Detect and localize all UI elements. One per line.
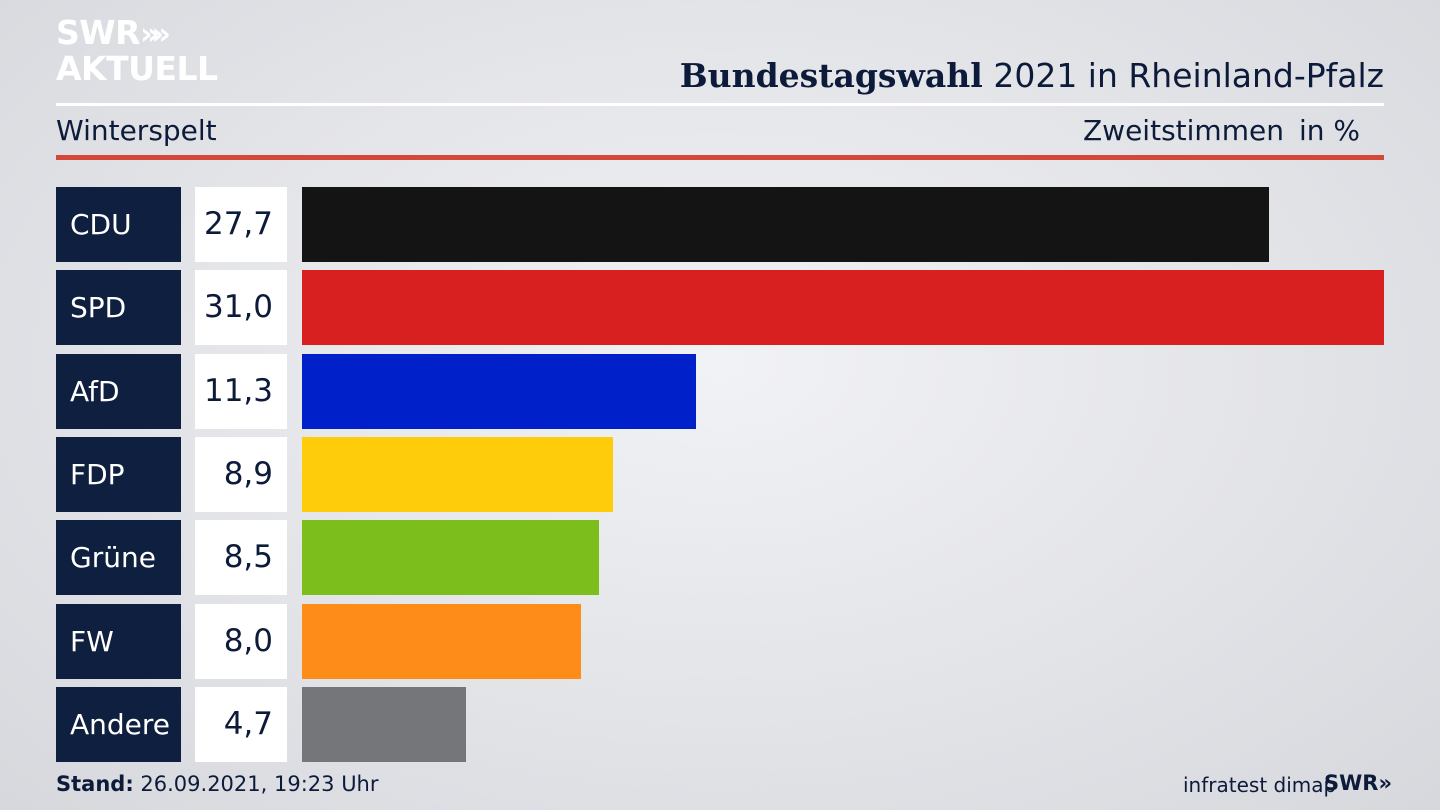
bar-row: SPD 31,0 [0,270,1440,346]
bar-row: FW 8,0 [0,603,1440,679]
party-label: AfD [56,353,181,429]
title-bold: Bundestagswahl [679,56,983,95]
bar [302,686,466,762]
value-label: 8,0 [195,603,287,679]
value-label: 8,9 [195,436,287,512]
bar [302,436,613,512]
stand-value: 26.09.2021, 19:23 Uhr [140,772,379,796]
value-label: 4,7 [195,686,287,762]
party-label: FW [56,603,181,679]
bar [302,270,1384,346]
bar [302,520,599,596]
bar-row: FDP 8,9 [0,436,1440,512]
logo-swr-text: SWR [56,13,141,52]
unit-label: in % [1299,114,1361,147]
party-label: Grüne [56,520,181,596]
party-label: SPD [56,270,181,346]
bar [302,603,581,679]
logo-arrows-icon-2: » [151,17,171,52]
title-rest: 2021 in Rheinland-Pfalz [993,56,1384,95]
party-label: Andere [56,686,181,762]
bar-row: Andere 4,7 [0,686,1440,762]
bar-row: Grüne 8,5 [0,520,1440,596]
source-label: infratest dimap [1183,773,1337,797]
swr-aktuell-logo: SWR»» AKTUELL [56,16,218,86]
value-label: 8,5 [195,520,287,596]
logo-arrows-icon: » [140,17,160,52]
swr-small-logo: SWR» [1324,771,1393,795]
party-label: CDU [56,187,181,262]
bar-row: CDU 27,7 [0,187,1440,262]
value-label: 31,0 [195,270,287,346]
timestamp: Stand: 26.09.2021, 19:23 Uhr [56,772,379,796]
bar [302,187,1269,262]
stand-label: Stand: [56,772,134,796]
bar-row: AfD 11,3 [0,353,1440,429]
value-label: 27,7 [195,187,287,262]
party-label: FDP [56,436,181,512]
logo-aktuell-text: AKTUELL [56,49,218,88]
value-label: 11,3 [195,353,287,429]
header-divider [56,103,1384,106]
chart-title: Bundestagswahl 2021 in Rheinland-Pfalz [680,56,1384,95]
location-label: Winterspelt [56,114,217,147]
metric-label: Zweitstimmen [1083,114,1284,147]
bar [302,353,696,429]
accent-divider [56,155,1384,160]
